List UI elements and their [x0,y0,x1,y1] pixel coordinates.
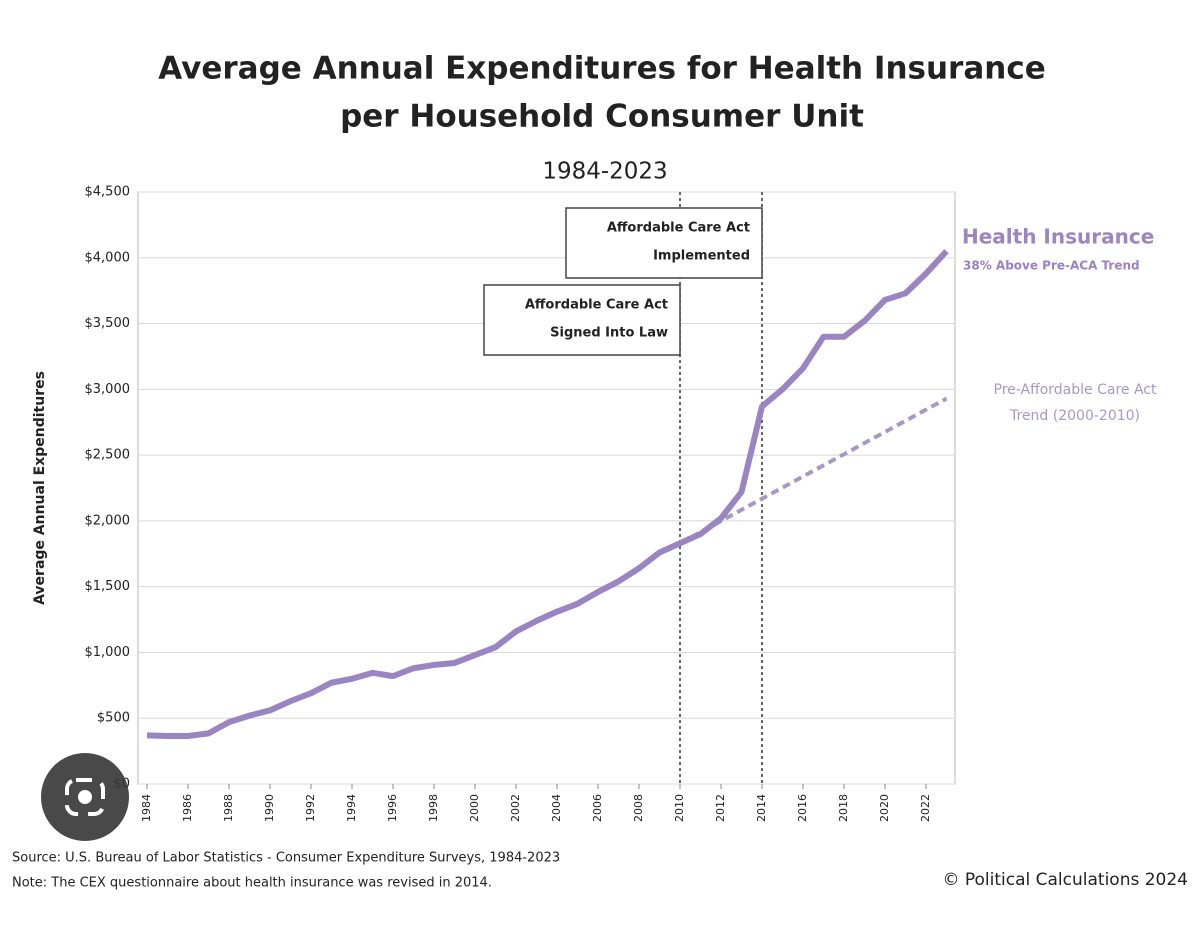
x-tick-label: 2012 [714,794,727,822]
x-tick-label: 2004 [550,794,563,822]
y-tick-label: $4,500 [85,185,131,200]
lens-icon [65,778,105,816]
y-tick-label: $3,000 [85,382,131,397]
event-label: Affordable Care Act [607,221,750,236]
event-box [483,284,681,356]
plot-area [137,191,956,785]
x-tick-label: 2016 [796,794,809,822]
y-tick-label: $2,000 [85,513,131,528]
series-note: 38% Above Pre-ACA Trend [963,259,1140,273]
chart-subtitle: 1984-2023 [542,159,667,185]
copyright: © Political Calculations 2024 [942,870,1188,890]
y-tick-label: $2,500 [85,448,131,463]
x-tick-label: 2002 [509,794,522,822]
trend-line [679,396,948,546]
chart-title: Average Annual Expenditures for Health I… [158,51,1045,87]
x-tick-label: 1998 [427,794,440,822]
y-axis-label: Average Annual Expenditures [32,371,48,605]
x-tick-label: 2000 [468,794,481,822]
x-tick-label: 2014 [755,794,768,822]
x-tick-label: 1996 [386,794,399,822]
x-tick-label: 1994 [345,794,358,822]
x-tick-label: 1988 [222,794,235,822]
x-tick-label: 1984 [140,794,153,822]
x-tick-label: 1990 [263,794,276,822]
event-label: Affordable Care Act [525,298,668,313]
trend-label: Trend (2000-2010) [1009,408,1140,424]
x-tick-label: 2010 [673,794,686,822]
x-tick-label: 2018 [837,794,850,822]
series-label: Health Insurance [962,225,1154,249]
event-box [565,207,763,279]
event-label: Implemented [653,249,750,264]
x-tick-label: 2006 [591,794,604,822]
trend-label: Pre-Affordable Care Act [994,382,1158,398]
lens-icon [78,790,92,804]
y-tick-label: $3,500 [85,316,131,331]
note: Note: The CEX questionnaire about health… [12,876,492,891]
x-tick-label: 2020 [878,794,891,822]
chart-title: per Household Consumer Unit [340,99,864,135]
source: Source: U.S. Bureau of Labor Statistics … [12,851,560,866]
y-tick-label: $1,500 [85,579,131,594]
x-tick-label: 1992 [304,794,317,822]
event-label: Signed Into Law [550,326,668,341]
y-tick-label: $4,000 [85,250,131,265]
x-tick-label: 2022 [919,794,932,822]
y-tick-label: $1,000 [85,645,131,660]
x-tick-label: 2008 [632,794,645,822]
series-line [146,249,949,739]
y-tick-label: $500 [97,711,130,726]
x-tick-label: 1986 [181,794,194,822]
